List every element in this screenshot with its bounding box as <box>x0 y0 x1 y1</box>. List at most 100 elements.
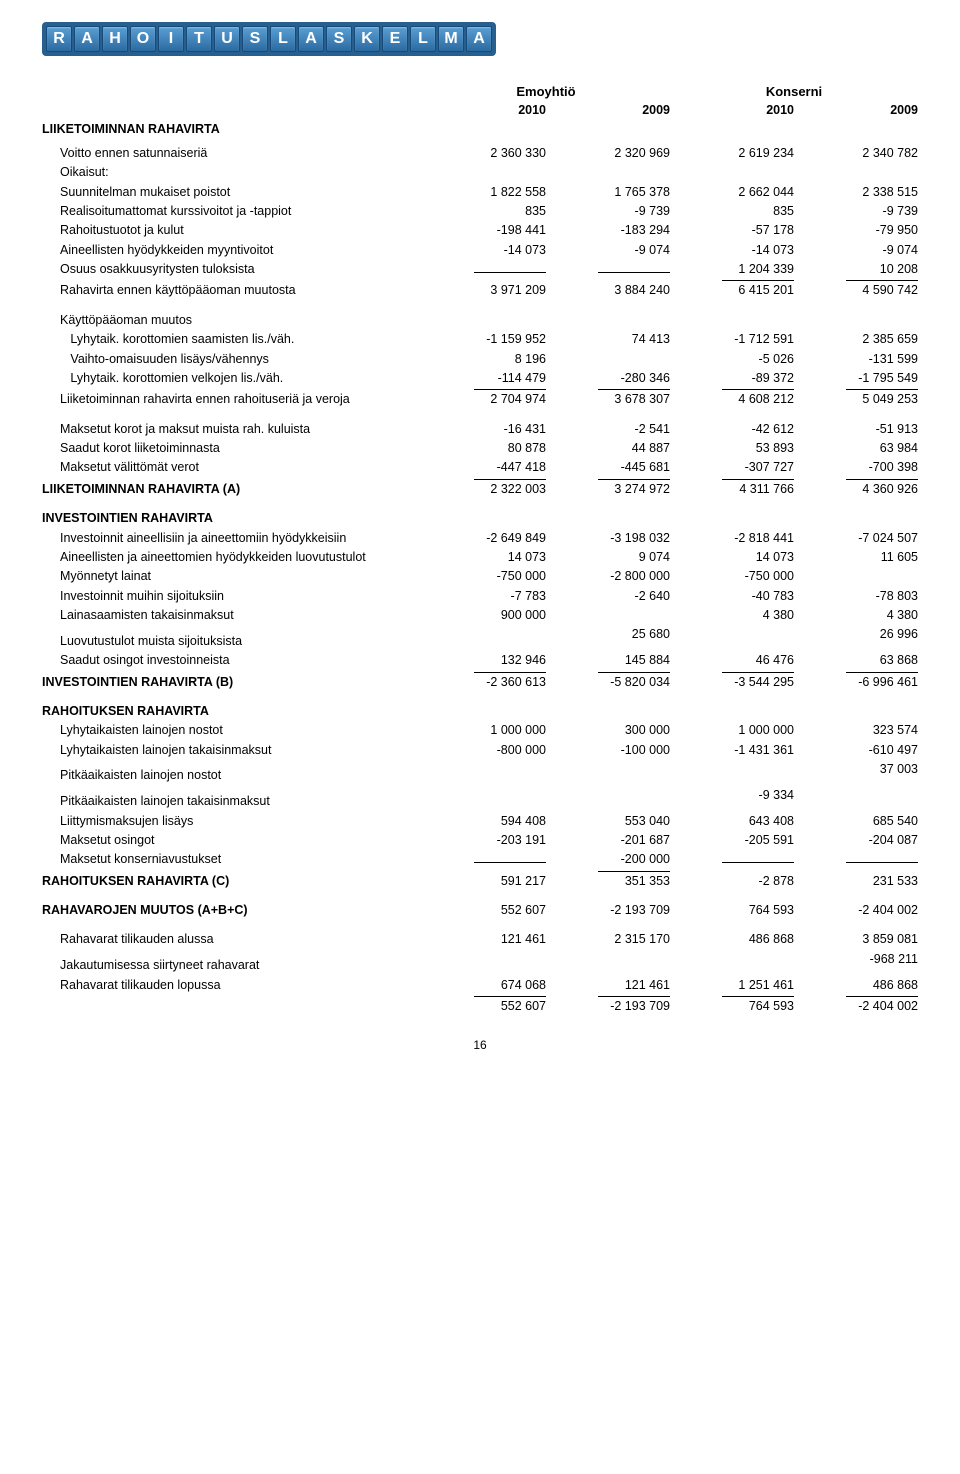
title-tile: H <box>102 26 128 52</box>
value-cell: 300 000 <box>546 721 670 740</box>
value-cell: -2 649 849 <box>422 529 546 548</box>
value-cell: -2 193 709 <box>546 997 670 1016</box>
value-cell: 591 217 <box>422 872 546 891</box>
value-cell: -6 996 461 <box>794 673 918 692</box>
table-row: LIIKETOIMINNAN RAHAVIRTA (A)2 322 0033 2… <box>42 480 918 499</box>
heading-label: INVESTOINTIEN RAHAVIRTA <box>42 509 422 528</box>
row-label: Saadut osingot investoinneista <box>42 651 422 670</box>
value-cell: 145 884 <box>546 651 670 672</box>
value-cell <box>546 786 670 805</box>
title-tile: A <box>466 26 492 52</box>
table-row: Saadut korot liiketoiminnasta80 87844 88… <box>42 439 918 458</box>
value-cell <box>546 760 670 779</box>
value-cell: 764 593 <box>670 997 794 1016</box>
table-row: Rahavarat tilikauden alussa121 4612 315 … <box>42 930 918 949</box>
value-cell: -205 591 <box>670 831 794 850</box>
title-tile: R <box>46 26 72 52</box>
value-cell: -1 159 952 <box>422 330 546 349</box>
title-tile: L <box>410 26 436 52</box>
table-row: Aineellisten ja aineettomien hyödykkeide… <box>42 548 918 567</box>
row-label: Rahavarat tilikauden alussa <box>42 930 422 949</box>
value-cell: -5 820 034 <box>546 673 670 692</box>
table-row: Saadut osingot investoinneista132 946145… <box>42 651 918 672</box>
value-cell: -750 000 <box>422 567 546 586</box>
section-heading: RAHOITUKSEN RAHAVIRTA <box>42 702 918 721</box>
value-cell: -79 950 <box>794 221 918 240</box>
row-label: Pitkäaikaisten lainojen nostot <box>42 766 422 785</box>
value-cell: -9 334 <box>670 786 794 805</box>
table-row: Maksetut korot ja maksut muista rah. kul… <box>42 420 918 439</box>
title-tile: E <box>382 26 408 52</box>
value-cell: -40 783 <box>670 587 794 606</box>
title-graphic: RAHOITUSLASKELMA <box>42 22 918 56</box>
row-label: Lainasaamisten takaisinmaksut <box>42 606 422 625</box>
value-cell <box>422 260 546 281</box>
table-row: 552 607-2 193 709764 593-2 404 002 <box>42 997 918 1016</box>
row-label: Aineellisten ja aineettomien hyödykkeide… <box>42 548 422 567</box>
value-cell <box>422 950 546 969</box>
value-cell: 2 619 234 <box>670 144 794 163</box>
value-cell <box>670 625 794 644</box>
value-cell: -3 198 032 <box>546 529 670 548</box>
value-cell: -7 783 <box>422 587 546 606</box>
value-cell: 486 868 <box>794 976 918 997</box>
value-cell <box>670 850 794 871</box>
table-row: Liiketoiminnan rahavirta ennen rahoituse… <box>42 390 918 409</box>
year-cell: 2010 <box>670 101 794 120</box>
value-cell: -198 441 <box>422 221 546 240</box>
value-cell: -2 360 613 <box>422 673 546 692</box>
value-cell <box>546 606 670 625</box>
value-cell: 835 <box>422 202 546 221</box>
value-cell: -2 640 <box>546 587 670 606</box>
year-cell: 2010 <box>422 101 546 120</box>
value-cell: 1 251 461 <box>670 976 794 997</box>
row-label: Rahavarat tilikauden lopussa <box>42 976 422 995</box>
value-cell: -1 795 549 <box>794 369 918 390</box>
value-cell: 553 040 <box>546 812 670 831</box>
value-cell: 594 408 <box>422 812 546 831</box>
title-tile: U <box>214 26 240 52</box>
table-row: Realisoitumattomat kurssivoitot ja -tapp… <box>42 202 918 221</box>
value-cell: 26 996 <box>794 625 918 644</box>
value-cell: 4 360 926 <box>794 480 918 499</box>
title-tile: T <box>186 26 212 52</box>
value-cell: 1 000 000 <box>422 721 546 740</box>
row-label: Käyttöpääoman muutos <box>42 311 422 330</box>
value-cell: 685 540 <box>794 812 918 831</box>
value-cell: 4 590 742 <box>794 281 918 300</box>
row-label: Jakautumisessa siirtyneet rahavarat <box>42 956 422 975</box>
title-tile: L <box>270 26 296 52</box>
section-heading: LIIKETOIMINNAN RAHAVIRTA <box>42 120 918 139</box>
table-row: Liittymismaksujen lisäys594 408553 04064… <box>42 812 918 831</box>
table-row: Vaihto-omaisuuden lisäys/vähennys8 196-5… <box>42 350 918 369</box>
value-cell: 2 662 044 <box>670 183 794 202</box>
value-cell: 900 000 <box>422 606 546 625</box>
value-cell: 3 971 209 <box>422 281 546 300</box>
row-label: Saadut korot liiketoiminnasta <box>42 439 422 458</box>
table-row: Aineellisten hyödykkeiden myyntivoitot-1… <box>42 241 918 260</box>
value-cell: -2 193 709 <box>546 901 670 920</box>
value-cell: 1 204 339 <box>670 260 794 281</box>
row-label: LIIKETOIMINNAN RAHAVIRTA (A) <box>42 480 422 499</box>
table-row: Maksetut osingot-203 191-201 687-205 591… <box>42 831 918 850</box>
value-cell: -14 073 <box>670 241 794 260</box>
group-header-row: Emoyhtiö Konserni <box>42 84 918 99</box>
value-cell: -1 712 591 <box>670 330 794 349</box>
page-number: 16 <box>42 1016 918 1052</box>
value-cell: -114 479 <box>422 369 546 390</box>
row-label: Rahavirta ennen käyttöpääoman muutosta <box>42 281 422 300</box>
row-label: Maksetut osingot <box>42 831 422 850</box>
value-cell <box>794 567 918 586</box>
value-cell: -9 074 <box>794 241 918 260</box>
value-cell <box>422 625 546 644</box>
heading-label: RAHOITUKSEN RAHAVIRTA <box>42 702 422 721</box>
table-row: Suunnitelman mukaiset poistot1 822 5581 … <box>42 183 918 202</box>
value-cell: -1 431 361 <box>670 741 794 760</box>
value-cell: 4 380 <box>670 606 794 625</box>
value-cell: 25 680 <box>546 625 670 644</box>
value-cell: 63 868 <box>794 651 918 672</box>
row-label: INVESTOINTIEN RAHAVIRTA (B) <box>42 673 422 692</box>
value-cell <box>422 760 546 779</box>
value-cell: 552 607 <box>422 901 546 920</box>
value-cell: 351 353 <box>546 872 670 891</box>
